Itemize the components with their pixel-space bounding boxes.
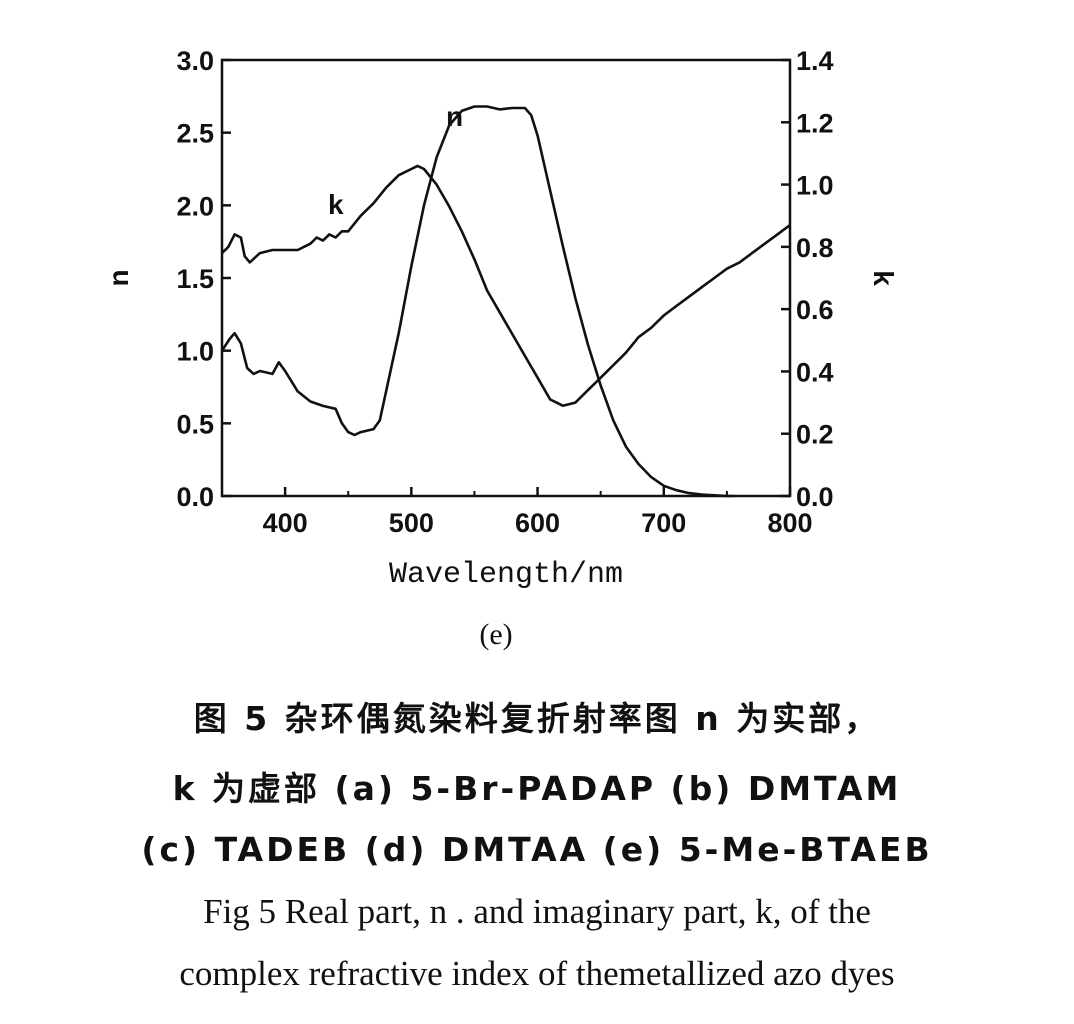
panel-label: (e) <box>479 618 512 651</box>
x-tick-label: 700 <box>641 508 686 538</box>
y-left-tick-label: 3.0 <box>176 46 214 76</box>
y-right-tick-label: 0.2 <box>796 420 834 450</box>
y-right-tick-label: 0.0 <box>796 482 834 512</box>
y-left-tick-label: 2.5 <box>176 119 214 149</box>
series-k-line <box>221 164 791 408</box>
y-left-tick-label: 0.5 <box>176 409 214 439</box>
caption-en-line-2: complex refractive index of themetallize… <box>179 954 895 993</box>
y-left-tick-label: 2.0 <box>176 191 214 221</box>
y-right-tick-label: 1.4 <box>796 46 834 76</box>
y-right-tick-label: 1.0 <box>796 171 834 201</box>
caption-en-line-1: Fig 5 Real part, n . and imaginary part,… <box>203 892 871 931</box>
chart-labels: 400 500 600 700 8000.00.51.01.52.02.53.00.00… <box>103 46 899 651</box>
y-left-tick-label: 1.5 <box>176 264 214 294</box>
chart: 400 500 600 700 8000.00.51.01.52.02.53.00.00… <box>103 46 899 651</box>
x-tick-label: 500 <box>389 508 434 538</box>
y-left-axis-title: n <box>103 269 134 286</box>
series-n-label: n <box>446 101 463 132</box>
x-tick-label: 400 <box>263 508 308 538</box>
x-tick-label: 800 <box>767 508 812 538</box>
caption-cn-line-3: (c) TADEB (d) DMTAA (e) 5-Me-BTAEB <box>141 830 933 869</box>
y-right-tick-label: 0.6 <box>796 295 834 325</box>
x-tick-label: 600 <box>515 508 560 538</box>
y-right-tick-label: 0.4 <box>796 357 834 387</box>
series-n-line <box>220 105 734 498</box>
caption-cn-line-2: k 为虚部 (a) 5-Br-PADAP (b) DMTAM <box>172 769 902 808</box>
y-left-tick-label: 0.0 <box>176 482 214 512</box>
series-k-label: k <box>328 189 344 220</box>
y-right-tick-label: 1.2 <box>796 108 834 138</box>
y-right-axis-title: k <box>868 270 899 286</box>
plot-frame <box>220 58 792 498</box>
caption-cn-line-1: 图 5 杂环偶氮染料复折射率图 n 为实部， <box>193 699 881 738</box>
x-axis-title: Wavelength/nm <box>389 558 623 592</box>
chart-curves <box>220 105 791 498</box>
y-left-tick-label: 1.0 <box>176 337 214 367</box>
y-right-tick-label: 0.8 <box>796 233 834 263</box>
chart-axes <box>220 58 792 498</box>
